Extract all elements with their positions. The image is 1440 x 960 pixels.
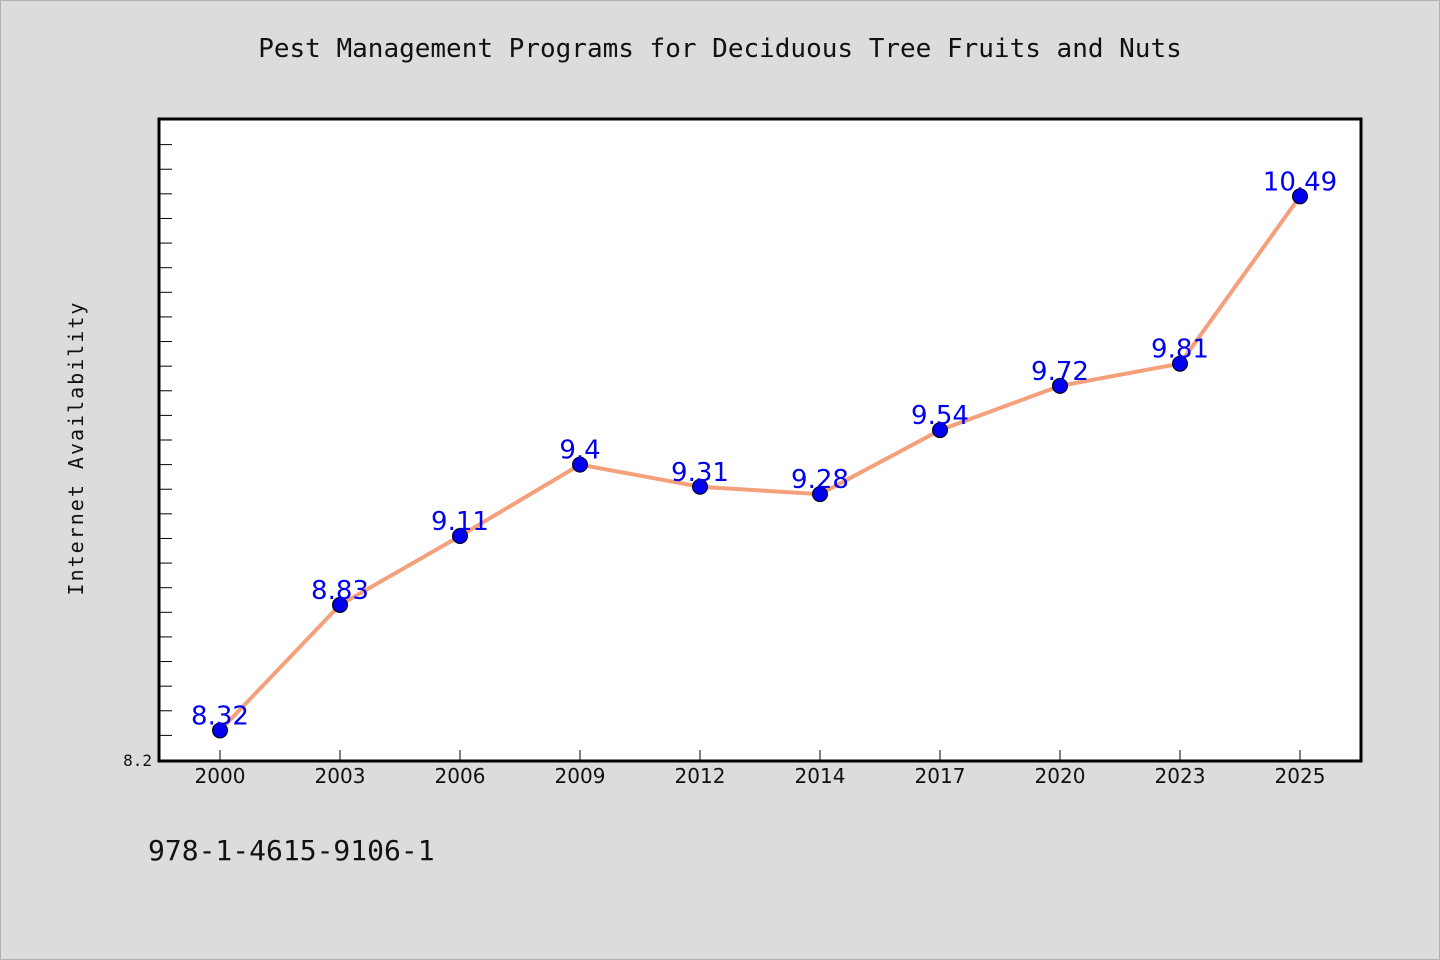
series-line <box>218 195 1302 732</box>
marker-layer <box>212 188 1308 739</box>
data-point <box>572 456 588 473</box>
data-label: 9.11 <box>431 507 489 537</box>
data-label: 8.83 <box>311 576 369 606</box>
data-point <box>1172 355 1188 372</box>
y-axis-ticks: 8.2 <box>123 144 172 770</box>
data-point <box>692 478 708 495</box>
chart-title: Pest Management Programs for Deciduous T… <box>258 34 1182 64</box>
data-label: 8.32 <box>191 701 249 731</box>
plot-area <box>157 117 1363 763</box>
data-label: 9.28 <box>791 465 849 495</box>
series-layer <box>218 195 1302 732</box>
data-label: 9.81 <box>1151 335 1209 365</box>
data-label: 9.72 <box>1031 357 1089 387</box>
data-label-layer: 8.32 8.83 9.11 9.4 9.31 9.28 9.54 9.72 9.81 10.49 <box>191 167 1337 731</box>
data-label: 9.54 <box>911 401 969 431</box>
x-tick-label: 2023 <box>1155 764 1206 788</box>
x-tick-label: 2012 <box>675 764 726 788</box>
data-point <box>812 486 828 503</box>
data-label: 9.31 <box>671 458 729 488</box>
data-point <box>1052 377 1068 394</box>
y-tick-label: 8.2 <box>123 751 152 770</box>
x-tick-label: 2009 <box>555 764 606 788</box>
isbn-footnote: 978-1-4615-9106-1 <box>148 834 435 867</box>
x-tick-label: 2000 <box>195 764 246 788</box>
data-point <box>932 422 948 439</box>
data-point <box>332 596 348 613</box>
x-tick-label: 2017 <box>915 764 966 788</box>
x-tick-label: 2020 <box>1035 764 1086 788</box>
x-axis-ticks: 2000 2003 2006 2009 2012 2014 2017 2020 2023 2025 <box>195 750 1326 788</box>
data-point <box>212 722 228 739</box>
data-label: 10.49 <box>1263 167 1337 197</box>
data-point <box>452 528 468 544</box>
data-point <box>1292 188 1308 205</box>
x-tick-label: 2014 <box>795 764 846 788</box>
data-label: 9.4 <box>559 436 600 466</box>
x-tick-label: 2003 <box>315 764 366 788</box>
x-tick-label: 2006 <box>435 764 486 788</box>
x-tick-label: 2025 <box>1275 764 1326 788</box>
